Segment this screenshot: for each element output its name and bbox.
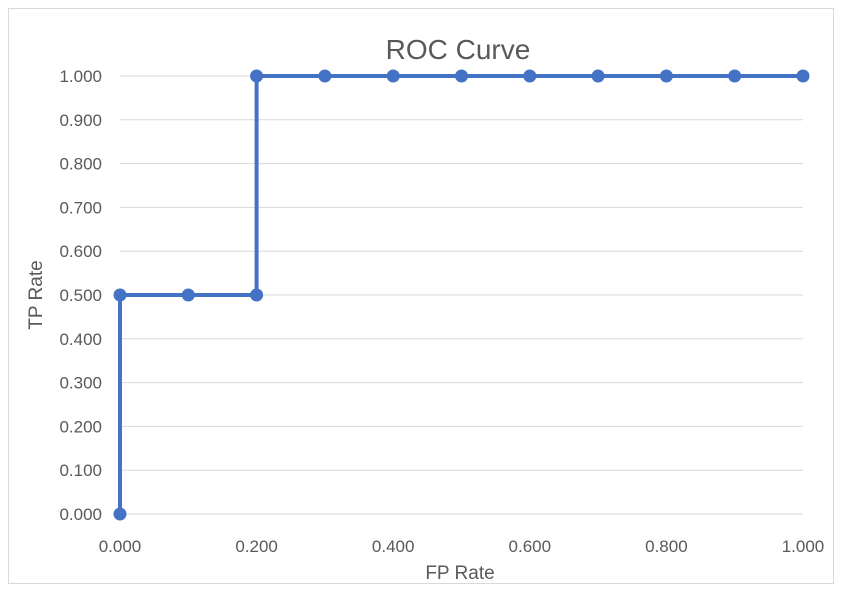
y-axis-title: TP Rate: [26, 260, 47, 329]
y-tick-label: 0.900: [59, 111, 102, 130]
y-tick-labels: 0.000 0.100 0.200 0.300 0.400 0.500 0.600 0.700…: [59, 67, 102, 524]
roc-data-point: [250, 69, 264, 83]
roc-data-point: [113, 507, 127, 521]
roc-data-point: [386, 69, 400, 83]
x-tick-labels: 0.000 0.200 0.400 0.600 0.800 1.000: [99, 537, 825, 556]
y-tick-label: 0.200: [59, 417, 102, 436]
roc-data-point: [181, 288, 195, 302]
y-tick-label: 0.300: [59, 374, 102, 393]
x-tick-label: 1.000: [782, 537, 825, 556]
y-tick-label: 0.700: [59, 198, 102, 217]
roc-data-point: [250, 288, 264, 302]
y-tick-label: 1.000: [59, 67, 102, 86]
x-tick-label: 0.400: [372, 537, 415, 556]
chart-frame: ROC Curve 0.000 0.100 0.200 0.300 0.400 0.500…: [8, 8, 834, 584]
roc-data-point: [728, 69, 742, 83]
x-axis-title: FP Rate: [425, 563, 494, 584]
roc-data-point: [659, 69, 673, 83]
y-tick-label: 0.800: [59, 155, 102, 174]
y-tick-label: 0.400: [59, 330, 102, 349]
x-tick-label: 0.000: [99, 537, 142, 556]
roc-data-point: [113, 288, 127, 302]
roc-data-point: [318, 69, 332, 83]
roc-data-point: [796, 69, 810, 83]
y-tick-label: 0.100: [59, 461, 102, 480]
y-tick-label: 0.000: [59, 505, 102, 524]
y-tick-label: 0.500: [59, 286, 102, 305]
y-tick-label: 0.600: [59, 242, 102, 261]
roc-data-point: [455, 69, 468, 83]
x-tick-label: 0.800: [645, 537, 688, 556]
chart-title: ROC Curve: [386, 34, 531, 65]
roc-data-point: [591, 69, 605, 83]
roc-data-point: [523, 69, 537, 83]
series-layer: [113, 69, 810, 521]
x-tick-label: 0.600: [509, 537, 552, 556]
x-tick-label: 0.200: [235, 537, 278, 556]
